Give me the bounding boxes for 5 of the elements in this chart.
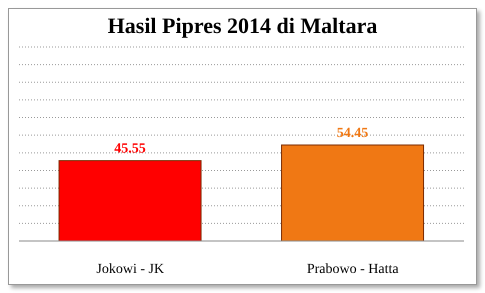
data-label: 45.55 xyxy=(114,142,146,157)
data-label: 54.45 xyxy=(336,126,368,141)
x-tick-label: Jokowi - JK xyxy=(96,262,164,277)
chart-title: Hasil Pipres 2014 di Maltara xyxy=(106,13,378,40)
x-tick-label: Prabowo - Hatta xyxy=(306,262,400,277)
